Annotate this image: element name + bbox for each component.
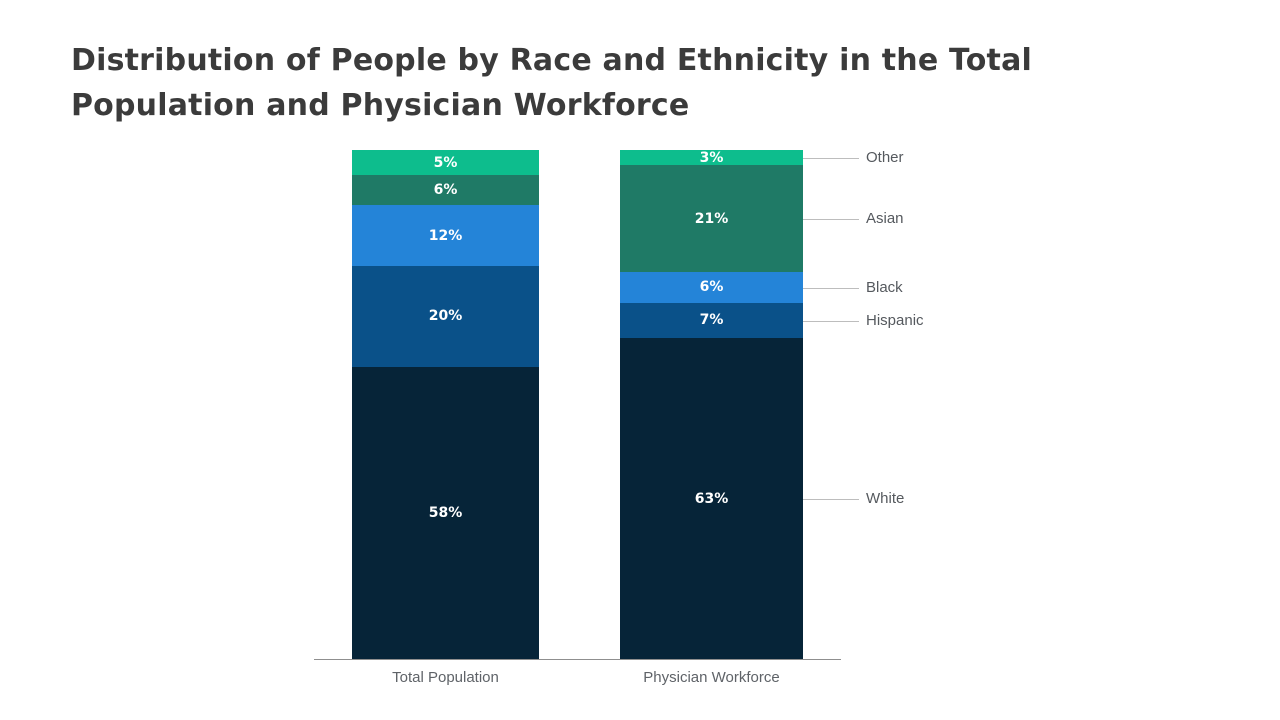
bar-segment-hispanic: 20% [352,265,539,367]
bar-segment-black: 6% [620,272,803,303]
legend-label-black: Black [866,278,903,296]
legend: Other Asian Black Hispanic White [314,149,924,660]
segment-value-label: 5% [433,154,458,171]
legend-label-hispanic: Hispanic [866,311,924,329]
segment-value-label: 7% [699,312,724,329]
segment-value-label: 58% [428,504,463,521]
segment-value-label: 63% [694,490,729,507]
bar-segment-other: 5% [352,150,539,176]
segment-value-label: 21% [694,210,729,227]
bar-physician-workforce: 3% 21% 6% 7% 63% [620,150,803,659]
segment-value-label: 20% [428,308,463,325]
legend-label-white: White [866,490,905,508]
segment-value-label: 6% [699,279,724,296]
x-axis-label-total-population: Total Population [392,669,499,686]
stacked-bar-chart: 5% 6% 12% 20% 58% 3% 21% 6% 7% 63% Total Populat… [314,149,924,710]
bar-segment-white: 63% [620,338,803,659]
bar-segment-asian: 21% [620,165,803,273]
segment-value-label: 12% [428,227,463,244]
bar-segment-other: 3% [620,149,803,166]
bar-total-population: 5% 6% 12% 20% 58% [352,150,539,659]
bar-segment-black: 12% [352,205,539,266]
bar-segment-asian: 6% [352,175,539,206]
bar-segment-hispanic: 7% [620,302,803,339]
legend-connector-line [803,218,859,220]
x-axis-label-physician-workforce: Physician Workforce [643,669,780,686]
chart-title: Distribution of People by Race and Ethni… [71,43,1033,123]
legend-connector-line [803,499,859,501]
legend-connector-line [803,287,859,289]
bar-segment-white: 58% [352,366,539,659]
segment-value-label: 3% [699,149,724,166]
legend-connector-line [803,320,859,322]
legend-label-other: Other [866,148,904,166]
legend-label-asian: Asian [866,209,904,227]
plot-area: 5% 6% 12% 20% 58% 3% 21% 6% 7% 63% [314,150,841,660]
legend-connector-line [803,157,859,159]
segment-value-label: 6% [433,182,458,199]
